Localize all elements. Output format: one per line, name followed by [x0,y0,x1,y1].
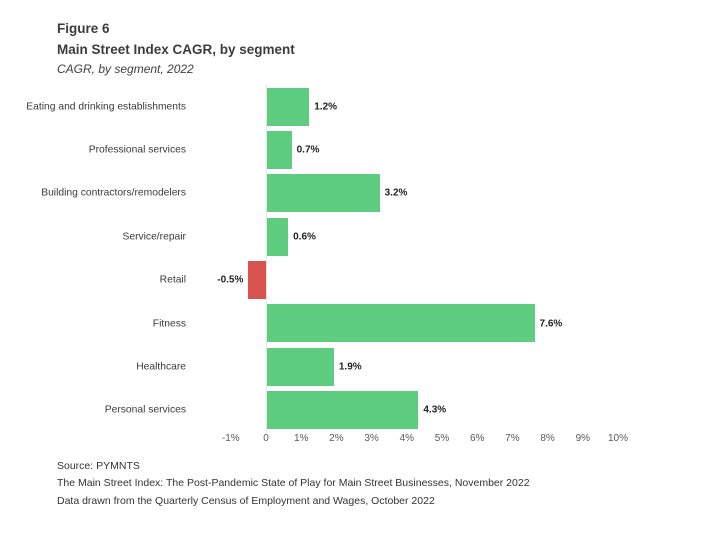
category-label: Eating and drinking establishments [26,101,186,113]
x-axis-tick: 7% [505,433,520,444]
value-label: 1.2% [314,101,338,113]
x-axis-tick: 9% [575,433,591,444]
category-label: Healthcare [136,361,186,373]
bar-eating-and-drinking-establishments [267,87,310,126]
bar-personal-services [267,391,419,430]
category-label: Personal services [104,404,186,416]
bar-retail [248,261,266,300]
value-label: 7.6% [539,318,563,330]
x-axis-tick: 10% [607,433,629,444]
category-label: Service/repair [122,231,186,243]
x-axis-tick: -1% [221,433,240,444]
chart-row-eating-and-drinking-establishments: Eating and drinking establishments 1.2% [0,85,711,128]
category-label: Professional services [88,144,186,156]
bar-healthcare [267,347,334,386]
value-label: 0.6% [293,231,316,243]
chart-title: Main Street Index CAGR, by segment [57,42,295,57]
x-axis: -1% 0 1% 2% 3% 4% 5% 6% 7% 8% 9% 10% [0,433,711,447]
value-label: 0.7% [296,144,320,156]
bar-building-contractors-remodelers [267,174,380,213]
category-label: Fitness [152,318,186,330]
figure-number: Figure 6 [57,21,110,36]
value-label: 4.3% [423,404,447,416]
bar-fitness [267,304,535,343]
chart-header: Figure 6 Main Street Index CAGR, by segm… [57,21,295,76]
bar-service-repair [267,217,289,256]
category-label: Building contractors/remodelers [41,187,186,199]
value-label: 3.2% [384,187,408,199]
chart-subtitle: CAGR, by segment, 2022 [57,62,194,76]
chart-row-service-repair: Service/repair 0.6% [0,215,711,258]
x-axis-tick: 2% [329,433,344,444]
source-line: Source: PYMNTS [57,460,140,472]
zero-axis-line [266,85,267,433]
x-axis-tick: 0 [263,433,269,444]
bar-professional-services [267,130,292,169]
bar-chart: Eating and drinking establishments 1.2% Pr… [0,85,711,432]
source-line: Data drawn from the Quarterly Census of … [57,494,435,507]
chart-row-building-contractors-remodelers: Building contractors/remodelers 3.2% [0,172,711,215]
x-axis-tick: 1% [293,433,309,444]
chart-row-personal-services: Personal services 4.3% [0,389,711,432]
source-line: The Main Street Index: The Post-Pandemic… [57,477,530,490]
x-axis-tick: 8% [540,433,555,444]
x-axis-tick: 6% [469,433,485,444]
chart-row-fitness: Fitness 7.6% [0,302,711,345]
chart-row-retail: Retail -0.5% [0,259,711,302]
x-axis-tick: 3% [364,433,379,444]
x-axis-tick: 4% [399,433,415,444]
x-axis-tick: 5% [434,433,450,444]
category-label: Retail [159,274,186,286]
value-label: -0.5% [217,274,244,286]
chart-row-professional-services: Professional services 0.7% [0,128,711,171]
source-notes: Source: PYMNTS The Main Street Index: Th… [57,458,530,510]
value-label: 1.9% [338,361,362,373]
chart-row-healthcare: Healthcare 1.9% [0,345,711,388]
